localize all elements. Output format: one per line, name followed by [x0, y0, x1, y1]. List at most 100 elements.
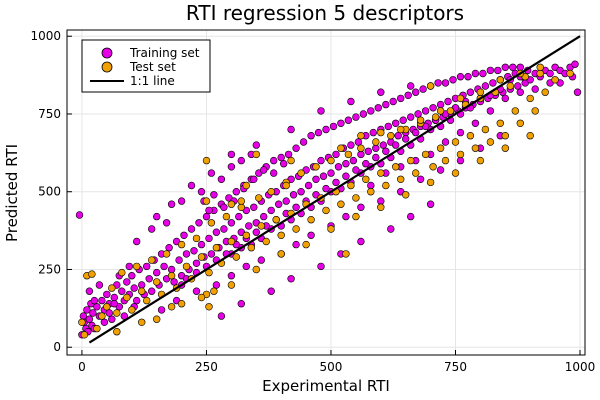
test-point — [382, 181, 390, 190]
test-point — [451, 138, 460, 146]
training-point — [347, 141, 355, 149]
test-point — [78, 318, 86, 326]
test-point — [426, 178, 435, 187]
training-point — [501, 94, 509, 103]
training-point — [250, 203, 258, 212]
y-tick-label: 500 — [38, 185, 61, 199]
test-point — [167, 303, 176, 311]
test-point — [352, 212, 360, 221]
training-point — [138, 281, 146, 289]
legend: Training set Test set 1:1 line — [81, 39, 211, 93]
training-point — [317, 262, 325, 271]
training-point — [312, 175, 320, 184]
test-point — [197, 293, 206, 302]
training-point — [407, 113, 415, 121]
training-point — [187, 181, 196, 190]
legend-label-1to1: 1:1 line — [130, 74, 175, 88]
training-point — [282, 197, 290, 205]
training-point — [292, 240, 300, 249]
identity-line — [88, 35, 581, 344]
training-point — [98, 296, 106, 305]
training-point — [197, 240, 206, 249]
training-point — [125, 262, 134, 271]
test-point — [377, 203, 385, 212]
test-point — [511, 107, 519, 115]
training-point — [105, 309, 114, 317]
training-point — [292, 203, 300, 212]
test-point — [501, 132, 509, 140]
training-point — [379, 141, 387, 149]
training-point — [412, 88, 420, 96]
training-point — [103, 290, 111, 299]
test-point — [277, 231, 285, 240]
test-point — [551, 76, 559, 84]
legend-marker-training — [101, 47, 113, 59]
training-point — [177, 197, 186, 205]
training-point — [133, 296, 141, 305]
training-point — [180, 231, 188, 240]
training-point — [441, 138, 450, 146]
training-point — [175, 256, 183, 264]
test-point — [387, 132, 395, 140]
training-point — [260, 212, 268, 221]
training-point — [456, 156, 465, 165]
training-point — [357, 203, 365, 212]
test-point — [352, 194, 360, 202]
test-point — [177, 240, 186, 249]
training-point — [110, 293, 119, 302]
test-point — [118, 268, 126, 277]
test-point — [222, 212, 231, 221]
training-point — [471, 69, 480, 78]
test-point — [227, 281, 236, 289]
test-point — [441, 156, 450, 165]
test-point — [207, 219, 216, 227]
test-point — [177, 300, 186, 308]
training-point — [372, 153, 380, 162]
y-tick-label: 250 — [38, 262, 61, 276]
training-point — [245, 222, 253, 230]
test-point — [108, 284, 116, 292]
test-point — [210, 287, 218, 295]
test-point — [232, 253, 241, 261]
plot-frame — [66, 29, 586, 356]
training-point — [187, 225, 196, 233]
test-point — [431, 113, 440, 121]
training-point — [436, 100, 445, 109]
test-point — [302, 240, 310, 249]
test-point — [466, 132, 475, 140]
training-point — [130, 284, 138, 292]
test-point — [426, 82, 435, 90]
test-point — [357, 132, 365, 140]
x-tick-label: 250 — [195, 360, 218, 374]
training-point — [237, 156, 246, 165]
test-point — [541, 88, 549, 96]
training-point — [407, 82, 415, 90]
training-point — [148, 287, 156, 295]
training-point — [192, 259, 201, 267]
training-point — [362, 160, 370, 168]
test-point — [287, 156, 295, 165]
training-point — [205, 206, 213, 215]
training-point — [449, 76, 457, 84]
training-point — [118, 287, 126, 295]
training-point — [123, 278, 131, 286]
test-point — [252, 150, 260, 159]
training-point — [466, 88, 475, 96]
training-point — [85, 315, 94, 323]
training-point — [304, 181, 313, 190]
training-point — [349, 156, 358, 165]
test-point — [397, 175, 405, 184]
training-point — [486, 107, 495, 115]
training-point — [394, 132, 402, 140]
training-point — [372, 144, 380, 152]
test-point — [162, 250, 171, 258]
training-point — [344, 116, 353, 124]
training-point — [319, 172, 328, 180]
test-point — [212, 244, 221, 252]
training-point — [404, 91, 412, 100]
training-point — [270, 169, 278, 177]
test-point — [297, 169, 305, 177]
training-point — [377, 197, 385, 205]
training-point — [108, 315, 116, 323]
legend-label-test: Test set — [129, 60, 176, 74]
